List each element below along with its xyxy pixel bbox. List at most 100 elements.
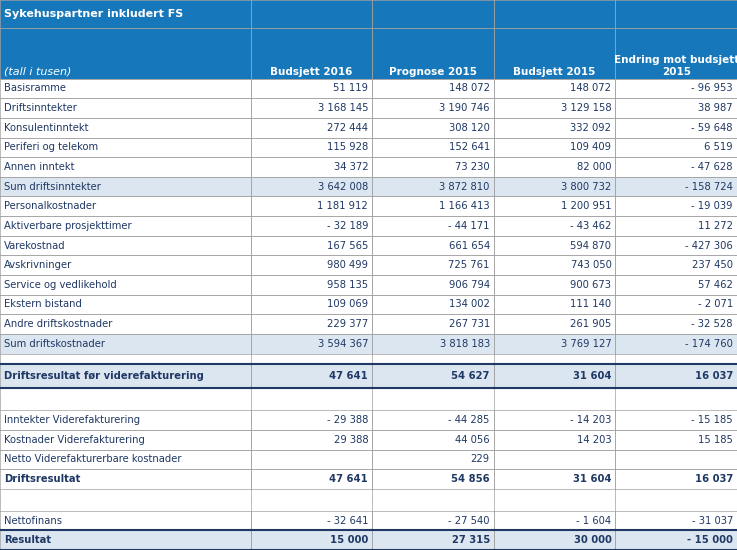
Bar [494, 98, 615, 118]
Bar [0, 489, 251, 500]
Bar [0, 196, 251, 216]
Text: Service og vedlikehold: Service og vedlikehold [4, 280, 116, 290]
Bar [0, 79, 251, 98]
Bar [615, 388, 737, 399]
Bar [372, 430, 494, 449]
Bar [0, 275, 251, 295]
Text: Konsulentinntekt: Konsulentinntekt [4, 123, 88, 133]
Text: Sum driftsinntekter: Sum driftsinntekter [4, 182, 101, 191]
Bar [251, 275, 372, 295]
Text: 229: 229 [471, 454, 490, 464]
Bar [615, 430, 737, 449]
Text: - 19 039: - 19 039 [691, 201, 733, 211]
Text: - 15 000: - 15 000 [687, 535, 733, 545]
Bar [615, 334, 737, 354]
Text: 51 119: 51 119 [333, 84, 368, 94]
Text: 167 565: 167 565 [326, 240, 368, 251]
Bar [615, 365, 737, 388]
Bar [494, 118, 615, 138]
Text: - 32 641: - 32 641 [326, 515, 368, 526]
Bar [251, 410, 372, 430]
Bar [372, 354, 494, 365]
Bar [372, 236, 494, 255]
Text: Varekostnad: Varekostnad [4, 240, 66, 251]
Bar [615, 275, 737, 295]
Text: Ekstern bistand: Ekstern bistand [4, 299, 82, 310]
Bar [0, 365, 251, 388]
Bar [494, 388, 615, 399]
Bar [494, 410, 615, 430]
Bar [494, 216, 615, 236]
Bar [615, 489, 737, 500]
Text: Budsjett 2015: Budsjett 2015 [514, 67, 595, 76]
Bar [0, 98, 251, 118]
Text: 34 372: 34 372 [334, 162, 368, 172]
Bar [494, 430, 615, 449]
Bar [372, 98, 494, 118]
Text: Avskrivninger: Avskrivninger [4, 260, 72, 270]
Text: 3 594 367: 3 594 367 [318, 339, 368, 349]
Bar [0, 216, 251, 236]
Bar [372, 399, 494, 410]
Text: - 44 285: - 44 285 [448, 415, 490, 425]
Bar [0, 530, 251, 550]
Bar [615, 530, 737, 550]
Text: 958 135: 958 135 [327, 280, 368, 290]
Text: Periferi og telekom: Periferi og telekom [4, 142, 98, 152]
Text: - 32 189: - 32 189 [326, 221, 368, 231]
Bar [372, 79, 494, 98]
Bar [372, 365, 494, 388]
Bar [615, 410, 737, 430]
Text: 134 002: 134 002 [449, 299, 490, 310]
Bar [0, 177, 251, 196]
Text: Netto Viderefakturerbare kostnader: Netto Viderefakturerbare kostnader [4, 454, 181, 464]
Text: - 158 724: - 158 724 [685, 182, 733, 191]
Text: 3 769 127: 3 769 127 [561, 339, 612, 349]
Bar [251, 236, 372, 255]
Text: 111 140: 111 140 [570, 299, 612, 310]
Bar [251, 530, 372, 550]
Text: 3 642 008: 3 642 008 [318, 182, 368, 191]
Bar [615, 177, 737, 196]
Bar [372, 177, 494, 196]
Bar [251, 0, 372, 29]
Text: 29 388: 29 388 [334, 435, 368, 445]
Bar [372, 388, 494, 399]
Bar [494, 79, 615, 98]
Text: - 2 071: - 2 071 [698, 299, 733, 310]
Text: 594 870: 594 870 [570, 240, 612, 251]
Bar [494, 255, 615, 275]
Text: 14 203: 14 203 [577, 435, 612, 445]
Bar [615, 0, 737, 29]
Bar [372, 449, 494, 469]
Bar [372, 500, 494, 511]
Text: Driftsinntekter: Driftsinntekter [4, 103, 77, 113]
Text: - 174 760: - 174 760 [685, 339, 733, 349]
Bar [494, 236, 615, 255]
Text: 27 315: 27 315 [452, 535, 490, 545]
Text: 3 818 183: 3 818 183 [439, 339, 490, 349]
Bar [615, 354, 737, 365]
Text: - 59 648: - 59 648 [691, 123, 733, 133]
Text: 3 190 746: 3 190 746 [439, 103, 490, 113]
Text: 54 856: 54 856 [451, 474, 490, 484]
Text: 38 987: 38 987 [699, 103, 733, 113]
Text: 1 181 912: 1 181 912 [318, 201, 368, 211]
Bar [251, 489, 372, 500]
Text: - 47 628: - 47 628 [691, 162, 733, 172]
Bar [251, 511, 372, 530]
Bar [0, 255, 251, 275]
Text: 31 604: 31 604 [573, 371, 612, 382]
Bar [372, 489, 494, 500]
Bar [251, 399, 372, 410]
Bar [251, 430, 372, 449]
Bar [251, 196, 372, 216]
Bar [0, 334, 251, 354]
Bar [0, 410, 251, 430]
Text: Personalkostnader: Personalkostnader [4, 201, 96, 211]
Text: 900 673: 900 673 [570, 280, 612, 290]
Bar [0, 511, 251, 530]
Bar [615, 98, 737, 118]
Bar [615, 295, 737, 314]
Bar [494, 314, 615, 334]
